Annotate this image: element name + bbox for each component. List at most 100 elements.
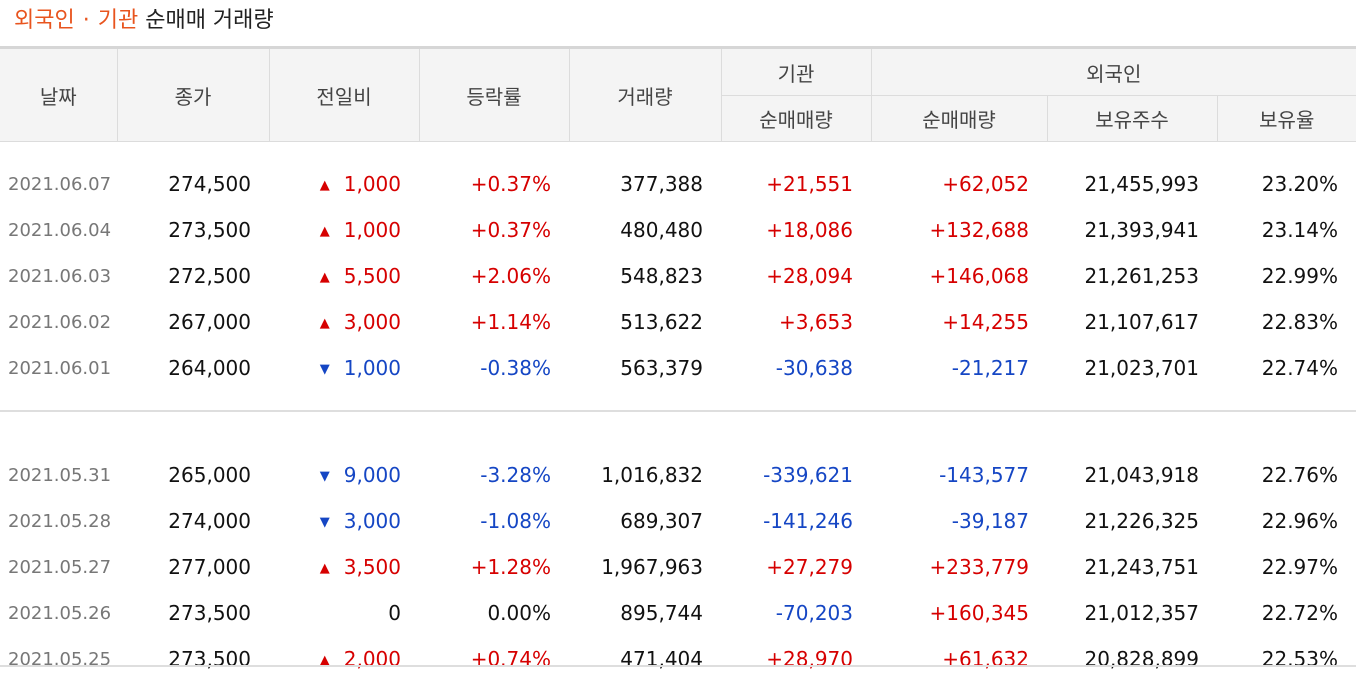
header-holdings: 보유주수	[1047, 96, 1217, 142]
change-value: 3,500	[344, 555, 401, 579]
change-value: 0	[388, 601, 401, 625]
cell-rate: +1.14%	[419, 299, 569, 345]
title-rest: 순매매 거래량	[145, 8, 273, 33]
cell-foreign-net: +132,688	[871, 207, 1047, 253]
cell-foreign-net: +14,255	[871, 299, 1047, 345]
cell-close: 265,000	[117, 452, 269, 498]
cell-change: ▲ 3,000	[269, 299, 419, 345]
cell-ratio: 23.20%	[1217, 161, 1356, 207]
cell-close: 273,500	[117, 590, 269, 636]
cell-foreign-net: +233,779	[871, 544, 1047, 590]
arrow-up-icon: ▲	[320, 224, 330, 239]
cell-foreign-net: -143,577	[871, 452, 1047, 498]
cell-inst-net: -70,203	[721, 590, 871, 636]
header-institution: 기관	[721, 48, 871, 96]
trading-table: 날짜 종가 전일비 등락률 거래량 기관 외국인 순매매량 순매매량 보유주수 …	[0, 46, 1356, 682]
cell-inst-net: -141,246	[721, 498, 871, 544]
cell-close: 267,000	[117, 299, 269, 345]
cell-date: 2021.05.26	[0, 590, 117, 636]
cell-inst-net: +28,094	[721, 253, 871, 299]
cell-ratio: 22.99%	[1217, 253, 1356, 299]
cell-rate: +2.06%	[419, 253, 569, 299]
cell-close: 264,000	[117, 345, 269, 391]
table-bottom-border	[0, 665, 1356, 667]
arrow-down-icon: ▼	[320, 362, 330, 377]
cell-date: 2021.06.01	[0, 345, 117, 391]
cell-inst-net: +27,279	[721, 544, 871, 590]
row-spacer	[0, 411, 1356, 452]
cell-close: 277,000	[117, 544, 269, 590]
cell-foreign-net: +61,632	[871, 636, 1047, 682]
cell-holdings: 21,243,751	[1047, 544, 1217, 590]
cell-ratio: 22.97%	[1217, 544, 1356, 590]
cell-date: 2021.06.07	[0, 161, 117, 207]
cell-rate: -3.28%	[419, 452, 569, 498]
cell-ratio: 22.53%	[1217, 636, 1356, 682]
cell-change: ▼3,000	[269, 498, 419, 544]
change-value: 3,000	[344, 310, 401, 334]
cell-ratio: 22.83%	[1217, 299, 1356, 345]
cell-date: 2021.06.03	[0, 253, 117, 299]
cell-volume: 895,744	[569, 590, 721, 636]
arrow-up-icon: ▲	[320, 270, 330, 285]
cell-rate: -0.38%	[419, 345, 569, 391]
header-holding-ratio: 보유율	[1217, 96, 1356, 142]
cell-change: ▲1,000	[269, 207, 419, 253]
cell-foreign-net: -21,217	[871, 345, 1047, 391]
cell-holdings: 21,261,253	[1047, 253, 1217, 299]
header-volume: 거래량	[569, 48, 721, 142]
cell-date: 2021.06.02	[0, 299, 117, 345]
header-rate: 등락률	[419, 48, 569, 142]
title-institution: 기관	[98, 8, 138, 33]
cell-volume: 513,622	[569, 299, 721, 345]
title-dot: ·	[83, 8, 90, 33]
cell-rate: 0.00%	[419, 590, 569, 636]
cell-holdings: 21,107,617	[1047, 299, 1217, 345]
header-change: 전일비	[269, 48, 419, 142]
cell-volume: 471,404	[569, 636, 721, 682]
cell-inst-net: -339,621	[721, 452, 871, 498]
cell-holdings: 21,012,357	[1047, 590, 1217, 636]
cell-close: 273,500	[117, 636, 269, 682]
cell-holdings: 20,828,899	[1047, 636, 1217, 682]
cell-holdings: 21,043,918	[1047, 452, 1217, 498]
page-title: 외국인·기관 순매매 거래량	[14, 6, 274, 36]
row-spacer	[0, 142, 1356, 162]
header-foreign: 외국인	[871, 48, 1356, 96]
header-date: 날짜	[0, 48, 117, 142]
cell-rate: +0.74%	[419, 636, 569, 682]
cell-date: 2021.05.27	[0, 544, 117, 590]
cell-change: ▼1,000	[269, 345, 419, 391]
change-value: 9,000	[344, 463, 401, 487]
cell-volume: 548,823	[569, 253, 721, 299]
cell-close: 274,500	[117, 161, 269, 207]
change-value: 2,000	[344, 647, 401, 671]
cell-change: ▲2,000	[269, 636, 419, 682]
cell-inst-net: +18,086	[721, 207, 871, 253]
cell-inst-net: +21,551	[721, 161, 871, 207]
cell-date: 2021.06.04	[0, 207, 117, 253]
cell-ratio: 23.14%	[1217, 207, 1356, 253]
cell-rate: -1.08%	[419, 498, 569, 544]
cell-change: ▲3,500	[269, 544, 419, 590]
cell-date: 2021.05.31	[0, 452, 117, 498]
cell-rate: +0.37%	[419, 161, 569, 207]
cell-inst-net: -30,638	[721, 345, 871, 391]
cell-holdings: 21,393,941	[1047, 207, 1217, 253]
cell-holdings: 21,226,325	[1047, 498, 1217, 544]
cell-ratio: 22.72%	[1217, 590, 1356, 636]
cell-volume: 377,388	[569, 161, 721, 207]
cell-holdings: 21,023,701	[1047, 345, 1217, 391]
arrow-up-icon: ▲	[320, 316, 330, 331]
